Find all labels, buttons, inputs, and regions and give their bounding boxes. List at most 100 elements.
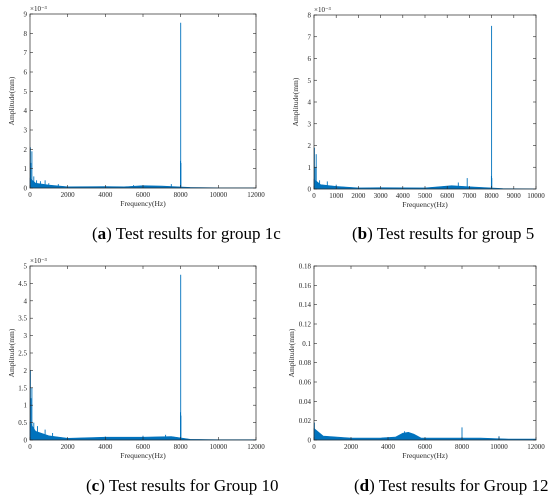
y-axis-label: Amplitude(mm) [7, 76, 16, 125]
y-tick-label: 5 [24, 263, 28, 271]
y-tick-label: 0.08 [299, 359, 312, 367]
x-tick-label: 6000 [136, 191, 151, 199]
y-tick-label: 0.06 [299, 379, 312, 387]
x-tick-label: 3000 [374, 192, 389, 200]
y-tick-label: 6 [24, 69, 28, 77]
y-tick-label: 4 [24, 107, 28, 115]
x-axis-label: Frequency(Hz) [402, 200, 448, 209]
x-tick-label: 1000 [329, 192, 344, 200]
y-tick-label: 3 [24, 332, 28, 340]
x-tick-label: 0 [312, 192, 316, 200]
x-tick-label: 0 [312, 443, 316, 451]
x-tick-label: 4000 [98, 191, 113, 199]
x-tick-label: 4000 [98, 443, 113, 451]
x-tick-label: 6000 [136, 443, 151, 451]
y-tick-label: 8 [24, 30, 28, 38]
plot-area [30, 266, 256, 440]
caption-d-letter: d [359, 476, 370, 495]
y-tick-label: 0.14 [299, 301, 312, 309]
y-axis-label: Amplitude(mm) [291, 77, 300, 126]
y-tick-label: 3.5 [18, 315, 27, 323]
caption-c: (c) Test results for Group 10 [86, 476, 279, 495]
x-tick-label: 8000 [455, 443, 470, 451]
y-tick-label: 1 [24, 402, 28, 410]
y-tick-label: 3 [308, 120, 312, 128]
caption-c-text: Test results for Group 10 [104, 476, 279, 495]
y-tick-label: 7 [24, 49, 28, 57]
caption-b-letter: b [357, 224, 368, 243]
y-tick-label: 0 [308, 186, 312, 194]
y-tick-label: 3 [24, 127, 28, 135]
y-tick-label: 8 [308, 12, 312, 20]
chart-panel-d: 0 2000 4000 6000 8000 10000 12000 0 0.02 0.04 0.06… [287, 263, 545, 461]
y-exponent-label: ×10⁻³ [30, 257, 47, 265]
y-tick-label: 4.5 [18, 280, 27, 288]
y-tick-label: 0 [24, 437, 28, 445]
y-tick-label: 0 [308, 437, 312, 445]
spectrum-baseline [313, 427, 537, 441]
x-tick-label: 2000 [351, 192, 366, 200]
x-tick-label: 8000 [174, 191, 189, 199]
x-tick-label: 0 [28, 443, 32, 451]
x-tick-label: 0 [28, 191, 32, 199]
y-tick-label: 4 [24, 297, 28, 305]
y-tick-label: 0.12 [299, 321, 312, 329]
x-tick-label: 8000 [485, 192, 500, 200]
y-tick-label: 0.04 [299, 398, 312, 406]
x-tick-label: 7000 [462, 192, 477, 200]
chart-panel-c: 0 2000 4000 6000 8000 10000 12000 0 0.5 1 1.5 2 2.5 3… [7, 257, 265, 460]
x-tick-label: 10000 [210, 191, 228, 199]
caption-c-letter: c [91, 476, 100, 495]
caption-a-text: Test results for group 1c [111, 224, 281, 243]
y-tick-label: 7 [308, 33, 312, 41]
caption-b: (b) Test results for group 5 [352, 224, 535, 243]
caption-d: (d) Test results for Group 12 [354, 476, 549, 495]
y-axis-label: Amplitude(mm) [7, 328, 16, 377]
x-axis-label: Frequency(Hz) [402, 451, 448, 460]
plot-area [314, 266, 536, 440]
x-tick-label: 8000 [174, 443, 189, 451]
caption-d-text: Test results for Group 12 [374, 476, 549, 495]
x-tick-label: 2000 [344, 443, 359, 451]
caption-b-text: Test results for group 5 [372, 224, 535, 243]
x-tick-label: 12000 [247, 191, 265, 199]
plot-area [314, 15, 536, 189]
x-tick-label: 10000 [490, 443, 508, 451]
x-tick-label: 5000 [418, 192, 433, 200]
y-tick-label: 1.5 [18, 384, 27, 392]
y-exponent-label: ×10⁻³ [30, 5, 47, 13]
y-tick-label: 4 [308, 99, 312, 107]
y-tick-label: 9 [24, 11, 28, 19]
y-tick-label: 5 [24, 88, 28, 96]
y-tick-label: 1 [308, 164, 312, 172]
x-tick-label: 2000 [61, 443, 76, 451]
x-tick-label: 12000 [527, 443, 545, 451]
y-axis-label: Amplitude(mm) [287, 328, 296, 377]
y-tick-label: 1 [24, 165, 28, 173]
caption-a-letter: a [97, 224, 107, 243]
caption-a: (a) Test results for group 1c [92, 224, 281, 243]
chart-panel-a: 0 2000 4000 6000 8000 10000 12000 0 1 2 3 4 5 6 7 8 9×10… [7, 5, 265, 208]
chart-panel-b: 0 1000 2000 3000 4000 5000 6000 7000 8000 9000 100… [291, 6, 545, 209]
plot-area [30, 14, 256, 188]
y-tick-label: 5 [308, 77, 312, 85]
y-exponent-label: ×10⁻³ [314, 6, 331, 14]
y-tick-label: 0.1 [302, 340, 311, 348]
x-tick-label: 6000 [440, 192, 455, 200]
y-tick-label: 2 [308, 142, 312, 150]
x-tick-label: 10000 [527, 192, 545, 200]
x-tick-label: 6000 [418, 443, 433, 451]
y-tick-label: 0.02 [299, 417, 312, 425]
x-axis-label: Frequency(Hz) [120, 451, 166, 460]
y-tick-label: 2 [24, 367, 28, 375]
y-tick-label: 0.5 [18, 419, 27, 427]
x-tick-label: 10000 [210, 443, 228, 451]
x-tick-label: 4000 [396, 192, 411, 200]
x-axis-label: Frequency(Hz) [120, 199, 166, 208]
x-tick-label: 2000 [61, 191, 76, 199]
y-tick-label: 6 [308, 55, 312, 63]
x-tick-label: 12000 [247, 443, 265, 451]
y-tick-label: 2 [24, 146, 28, 154]
